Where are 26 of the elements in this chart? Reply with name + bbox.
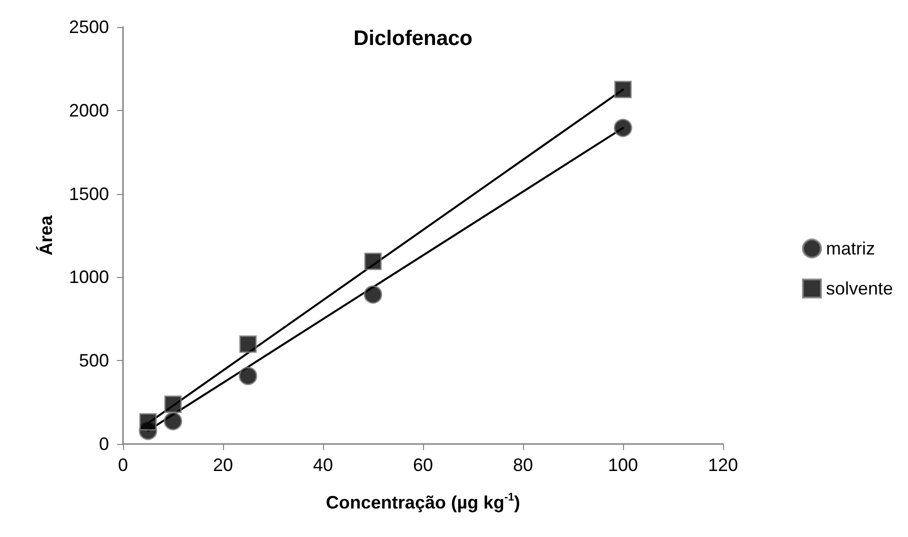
x-tick-label: 20 <box>212 455 234 475</box>
point <box>364 285 382 304</box>
x-tick-label: 100 <box>608 455 638 475</box>
point <box>364 252 382 270</box>
point <box>614 118 632 138</box>
legend-label: solvente <box>826 278 894 298</box>
point <box>164 396 182 414</box>
x-tick-label: 60 <box>412 455 434 475</box>
y-tick-label: 2000 <box>68 100 109 120</box>
point <box>238 366 258 386</box>
y-axis-title: Área <box>36 214 56 256</box>
y-tick-label: 500 <box>78 350 109 371</box>
x-tick-label: 80 <box>512 455 534 475</box>
point <box>239 335 257 353</box>
y-tick-label: 2500 <box>68 17 109 37</box>
chart-title: Diclofenaco <box>353 27 473 50</box>
y-tick-label: 1500 <box>68 184 109 204</box>
y-tick-label: 0 <box>98 434 109 454</box>
point <box>614 80 632 98</box>
point <box>139 413 157 431</box>
y-tick-label: 1000 <box>68 267 109 288</box>
x-tick-label: 0 <box>118 455 128 475</box>
x-tick-label: 40 <box>312 455 334 475</box>
x-tick-label: 120 <box>708 455 738 475</box>
point <box>164 412 182 430</box>
legend-label: matriz <box>826 238 875 258</box>
